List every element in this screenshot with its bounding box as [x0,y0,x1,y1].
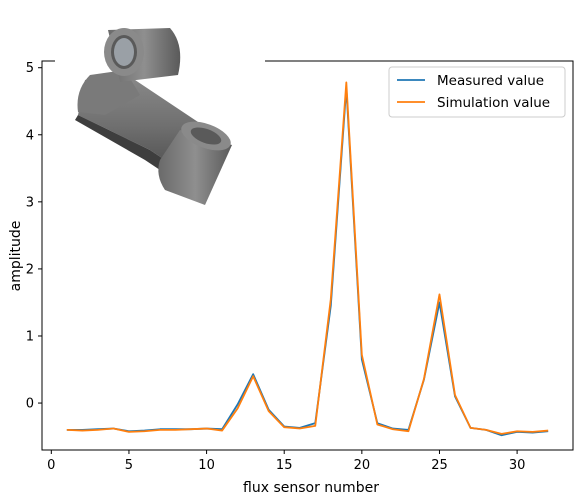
y-tick-label: 4 [26,128,34,143]
x-axis-label: flux sensor number [243,480,379,496]
x-tick-label: 10 [198,458,215,473]
y-tick-label: 3 [26,195,34,210]
x-tick-label: 0 [47,458,55,473]
x-tick-label: 20 [354,458,371,473]
x-tick-label: 30 [509,458,526,473]
series-layer [66,81,549,437]
plot-frame [41,60,574,451]
legend-box [388,66,566,118]
3d-pipe-part-image [55,20,265,210]
y-tick-label: 2 [26,262,34,277]
x-tick-label: 5 [125,458,133,473]
legend-label-measured: Measured value [437,73,544,89]
legend-label-simulation: Simulation value [437,95,550,111]
legend: Measured value Simulation value [388,66,566,118]
y-tick-label: 0 [26,397,34,412]
axes-layer [41,60,574,451]
y-axis-label: amplitude [8,221,24,292]
ticks-layer: 0 5 10 15 20 25 30 0 1 2 3 4 5 [26,61,526,473]
y-tick-label: 1 [26,329,34,344]
series-line-simulation [66,81,549,435]
x-tick-label: 15 [276,458,293,473]
x-tick-label: 25 [431,458,448,473]
y-tick-label: 5 [26,61,34,76]
